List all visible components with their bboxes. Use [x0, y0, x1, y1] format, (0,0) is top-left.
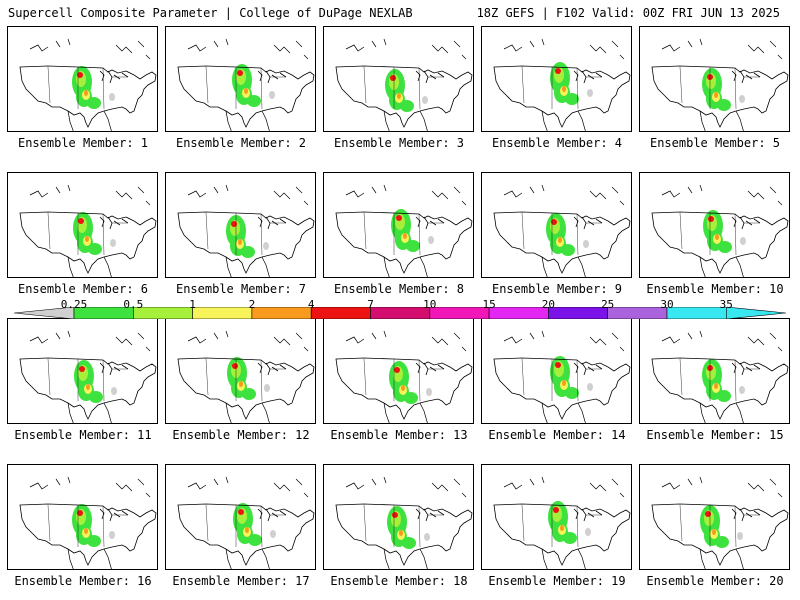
us-map-icon	[335, 330, 473, 423]
us-map-icon	[335, 184, 473, 277]
colorbar-tick-label: 7	[367, 298, 374, 311]
us-map-icon	[335, 38, 473, 131]
ensemble-member-map	[7, 172, 158, 278]
ensemble-member-label: Ensemble Member: 16	[14, 574, 152, 588]
ensemble-member-label: Ensemble Member: 5	[649, 136, 781, 150]
ensemble-member-label: Ensemble Member: 17	[172, 574, 310, 588]
us-map-icon	[493, 476, 631, 569]
ensemble-member-map	[639, 318, 790, 424]
us-map-icon	[177, 476, 315, 569]
colorbar-tick-label: 30	[660, 298, 674, 311]
us-map-icon	[19, 330, 157, 423]
colorbar	[14, 307, 786, 319]
ensemble-member-map	[165, 464, 316, 570]
ensemble-member-map	[323, 464, 474, 570]
colorbar-segment	[607, 307, 668, 319]
ensemble-member-map	[481, 464, 632, 570]
page-title: Supercell Composite Parameter | College …	[8, 6, 413, 20]
colorbar-segment	[666, 307, 727, 319]
ensemble-member-map	[481, 318, 632, 424]
colorbar-segment	[725, 307, 786, 319]
colorbar-segment	[548, 307, 609, 319]
us-map-icon	[19, 184, 157, 277]
ensemble-member-label: Ensemble Member: 15	[646, 428, 784, 442]
colorbar-segment	[370, 307, 431, 319]
ensemble-member-label: Ensemble Member: 11	[14, 428, 152, 442]
colorbar-tick-label: 0.5	[123, 298, 144, 311]
colorbar-tick-label: 0.25	[60, 298, 88, 311]
colorbar-segment	[192, 307, 253, 319]
colorbar-segment	[310, 307, 371, 319]
ensemble-member-label: Ensemble Member: 10	[646, 282, 784, 296]
colorbar-tick-label: 1	[189, 298, 196, 311]
ensemble-member-map	[323, 318, 474, 424]
us-map-icon	[177, 38, 315, 131]
ensemble-member-map	[639, 26, 790, 132]
ensemble-member-map	[323, 26, 474, 132]
ensemble-member-label: Ensemble Member: 1	[17, 136, 149, 150]
ensemble-member-label: Ensemble Member: 14	[488, 428, 626, 442]
colorbar-tick-label: 15	[482, 298, 496, 311]
ensemble-member-label: Ensemble Member: 9	[491, 282, 623, 296]
colorbar-segment	[251, 307, 312, 319]
ensemble-member-label: Ensemble Member: 20	[646, 574, 784, 588]
colorbar-segment	[488, 307, 549, 319]
us-map-icon	[493, 330, 631, 423]
ensemble-member-label: Ensemble Member: 3	[333, 136, 465, 150]
us-map-icon	[19, 38, 157, 131]
ensemble-member-label: Ensemble Member: 18	[330, 574, 468, 588]
ensemble-member-map	[7, 318, 158, 424]
ensemble-member-label: Ensemble Member: 7	[175, 282, 307, 296]
ensemble-member-label: Ensemble Member: 8	[333, 282, 465, 296]
us-map-icon	[651, 38, 789, 131]
ensemble-member-label: Ensemble Member: 6	[17, 282, 149, 296]
run-info: 18Z GEFS | F102 Valid: 00Z FRI JUN 13 20…	[476, 6, 780, 20]
us-map-icon	[651, 476, 789, 569]
ensemble-member-map	[323, 172, 474, 278]
ensemble-member-map	[481, 172, 632, 278]
us-map-icon	[19, 476, 157, 569]
ensemble-member-label: Ensemble Member: 4	[491, 136, 623, 150]
ensemble-member-map	[165, 318, 316, 424]
colorbar-segment	[429, 307, 490, 319]
us-map-icon	[651, 184, 789, 277]
ensemble-member-map	[165, 172, 316, 278]
ensemble-member-map	[639, 172, 790, 278]
us-map-icon	[493, 184, 631, 277]
colorbar-tick-label: 2	[248, 298, 256, 311]
colorbar-tick-label: 35	[719, 298, 733, 311]
us-map-icon	[493, 38, 631, 131]
colorbar-tick-label: 4	[307, 298, 315, 311]
ensemble-member-label: Ensemble Member: 19	[488, 574, 626, 588]
us-map-icon	[177, 330, 315, 423]
colorbar-tick-label: 25	[601, 298, 615, 311]
us-map-icon	[651, 330, 789, 423]
ensemble-member-label: Ensemble Member: 2	[175, 136, 307, 150]
ensemble-member-map	[481, 26, 632, 132]
ensemble-member-map	[7, 464, 158, 570]
ensemble-member-map	[7, 26, 158, 132]
us-map-icon	[335, 476, 473, 569]
ensemble-member-label: Ensemble Member: 13	[330, 428, 468, 442]
ensemble-member-map	[165, 26, 316, 132]
us-map-icon	[177, 184, 315, 277]
ensemble-member-label: Ensemble Member: 12	[172, 428, 310, 442]
colorbar-tick-label: 20	[541, 298, 556, 311]
ensemble-member-map	[639, 464, 790, 570]
colorbar-tick-label: 10	[423, 298, 437, 311]
